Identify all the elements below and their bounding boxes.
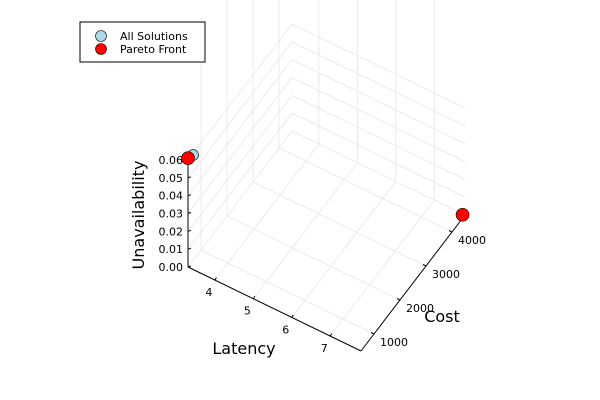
z-tick-label: 0.00 <box>159 261 184 274</box>
legend-label-all-solutions: All Solutions <box>120 30 188 43</box>
z-tick-label: 0.01 <box>159 243 184 256</box>
grid-line <box>214 143 320 281</box>
grid-line <box>187 130 293 268</box>
y-axis-title: Cost <box>424 307 460 326</box>
grid-line <box>291 94 466 180</box>
z-tick-mark <box>187 265 192 268</box>
y-tick-label: 2000 <box>406 302 434 315</box>
grid-line <box>187 23 293 161</box>
x-tick-label: 7 <box>321 342 328 355</box>
grid-line <box>291 112 466 198</box>
legend-marker-all-solutions <box>95 30 107 42</box>
z-tick-label: 0.02 <box>159 225 184 238</box>
axes-layer: 4 5 6 7 1000 2000 3000 4000 0.00 0.01 0.02 0.03 0.04… <box>159 154 487 355</box>
x-tick-mark <box>291 314 294 318</box>
y-tick-mark <box>422 264 427 267</box>
grid-line <box>187 95 293 232</box>
x-tick-label: 4 <box>205 286 212 299</box>
z-tick-label: 0.04 <box>159 190 184 203</box>
grid-line <box>291 130 466 216</box>
grid-line <box>291 181 397 318</box>
pareto-front-point <box>455 207 470 222</box>
x-tick-mark <box>252 295 256 299</box>
grid-line <box>291 59 466 145</box>
y-tick-mark <box>448 230 453 233</box>
legend-label-pareto-front: Pareto Front <box>120 43 187 56</box>
z-tick-mark <box>187 176 192 179</box>
grid-line <box>187 41 293 179</box>
grid-line <box>291 41 466 127</box>
y-tick-mark <box>396 298 401 301</box>
legend-marker-pareto-front <box>95 43 107 55</box>
z-tick-mark <box>187 194 192 197</box>
grid-layer <box>187 0 466 337</box>
z-tick-label: 0.05 <box>159 172 184 185</box>
legend: All Solutions Pareto Front <box>79 21 206 63</box>
x-tick-mark <box>214 277 217 281</box>
grid-line <box>187 59 293 196</box>
y-axis-line <box>360 214 466 352</box>
z-axis-title: Unavailability <box>129 161 148 270</box>
grid-line <box>291 77 466 162</box>
z-tick-mark <box>187 212 192 214</box>
points-layer <box>181 149 470 222</box>
x-tick-mark <box>329 333 333 337</box>
y-tick-label: 4000 <box>458 234 486 247</box>
pareto-front-point <box>181 151 195 166</box>
z-tick-label: 0.03 <box>159 208 184 221</box>
z-tick-mark <box>187 229 192 232</box>
y-tick-label: 1000 <box>380 336 408 349</box>
legend-box <box>79 21 206 63</box>
grid-line <box>329 199 435 337</box>
x-tick-label: 6 <box>282 323 289 336</box>
x-tick-label: 5 <box>244 305 251 318</box>
grid-line <box>291 23 466 109</box>
x-axis-line <box>187 266 362 352</box>
grid-line <box>187 112 293 250</box>
grid-line <box>252 181 427 267</box>
grid-line <box>226 215 401 301</box>
z-tick-label: 0.06 <box>159 154 184 167</box>
y-tick-label: 3000 <box>432 268 460 281</box>
grid-line <box>187 77 293 214</box>
grid-line <box>278 147 453 233</box>
z-tick-mark <box>187 247 192 250</box>
grid-line <box>253 162 358 299</box>
grid-line <box>200 249 375 335</box>
y-tick-mark <box>370 332 375 335</box>
x-axis-title: Latency <box>212 339 275 358</box>
